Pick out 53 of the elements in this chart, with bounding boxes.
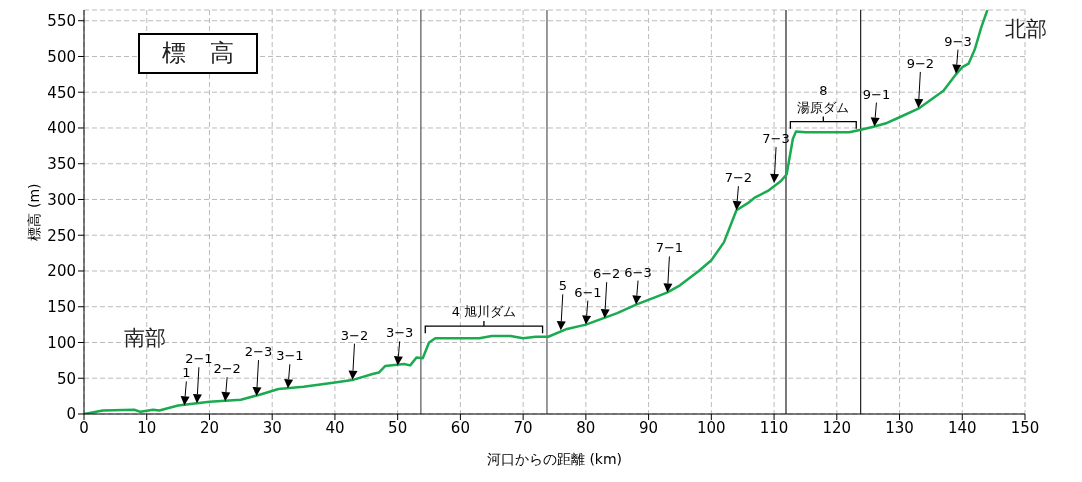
annotation: 5	[558, 278, 567, 294]
annotation: 3−1	[276, 348, 304, 364]
annotation: 1	[182, 365, 191, 381]
annotation: 2−2	[213, 361, 241, 377]
y-axis-title: 標高 (m)	[25, 183, 42, 241]
x-tick-label: 150	[1010, 418, 1040, 437]
annotation: 3−3	[385, 325, 414, 341]
y-tick-label: 550	[47, 12, 76, 31]
y-tick-label: 400	[47, 119, 76, 138]
annotation: 4 旭川ダム	[451, 304, 517, 320]
x-tick-label: 70	[513, 418, 533, 437]
annotation: 9−1	[862, 86, 891, 102]
annotation: 3−2	[340, 327, 369, 343]
y-tick-label: 0	[66, 405, 76, 424]
annotation: 北部	[1005, 17, 1047, 43]
annotation: 2−1	[185, 351, 213, 367]
y-tick-label: 250	[47, 226, 76, 245]
x-tick-label: 90	[639, 418, 659, 437]
annotation: 9−3	[944, 33, 972, 49]
x-tick-label: 30	[262, 418, 282, 437]
y-tick-label: 150	[47, 298, 76, 317]
y-tick-label: 200	[47, 262, 76, 281]
annotation: 7−1	[655, 240, 684, 256]
y-tick-label: 300	[47, 190, 76, 209]
y-tick-label: 100	[47, 333, 76, 352]
y-tick-label: 500	[47, 47, 76, 66]
x-tick-label: 60	[450, 418, 470, 437]
y-tick-label: 450	[47, 83, 76, 102]
y-tick-label: 50	[56, 369, 76, 388]
x-tick-label: 20	[199, 418, 220, 437]
x-tick-label: 110	[759, 418, 789, 437]
x-tick-label: 0	[79, 418, 89, 437]
annotation: 7−2	[724, 170, 753, 186]
annotation: 8 湯原ダム	[797, 82, 850, 115]
annotation: 標 高	[138, 33, 258, 74]
annotation: 6−2	[592, 266, 621, 282]
annotation: 南部	[124, 326, 166, 352]
x-tick-label: 120	[822, 418, 852, 437]
annotation: 6−3	[624, 264, 652, 280]
x-tick-label: 140	[947, 418, 977, 437]
x-tick-label: 50	[388, 418, 408, 437]
x-tick-label: 10	[137, 418, 157, 437]
annotation: 9−2	[906, 55, 935, 71]
x-axis-title: 河口からの距離 (km)	[486, 451, 623, 467]
annotation: 2−3	[244, 344, 273, 360]
annotation: 7−3	[762, 131, 790, 147]
annotation: 6−1	[574, 284, 602, 300]
x-tick-label: 40	[325, 418, 345, 437]
line-series	[84, 10, 989, 414]
x-tick-label: 80	[576, 418, 596, 437]
x-tick-label: 100	[697, 418, 726, 437]
x-tick-label: 130	[885, 418, 914, 437]
y-tick-label: 350	[47, 155, 76, 174]
